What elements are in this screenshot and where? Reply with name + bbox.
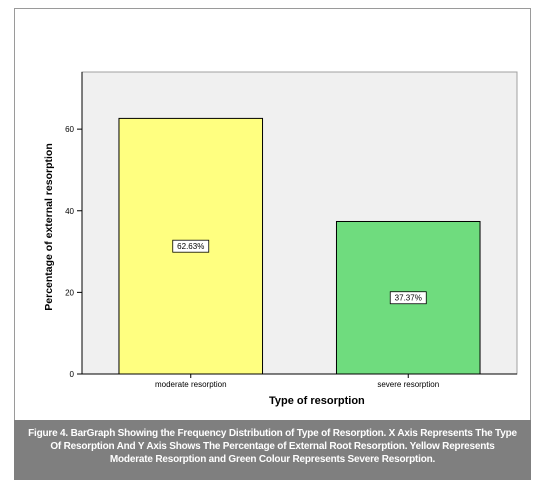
figure-caption: Figure 4. BarGraph Showing the Frequency… [14, 420, 531, 480]
data-label-box [172, 239, 210, 253]
bar [335, 220, 481, 375]
y-axis-label: Percentage of external resorption [43, 143, 55, 310]
y-axis: 0 20 40 60 [65, 72, 83, 379]
x-tick-label: moderate resorption [155, 380, 227, 389]
data-label-box [389, 291, 427, 305]
y-tick-label: 20 [65, 288, 74, 297]
data-label: 62.63% [177, 242, 204, 251]
y-tick-label: 40 [65, 207, 74, 216]
bars: 62.63% 37.37% [118, 117, 481, 375]
y-tick-label: 0 [70, 370, 75, 379]
x-axis-label: Type of resorption [269, 395, 365, 407]
y-tick-label: 60 [65, 125, 74, 134]
data-label: 37.37% [395, 294, 422, 303]
x-axis: moderate resorption severe resorption [82, 373, 517, 389]
x-tick-label: severe resorption [377, 380, 439, 389]
